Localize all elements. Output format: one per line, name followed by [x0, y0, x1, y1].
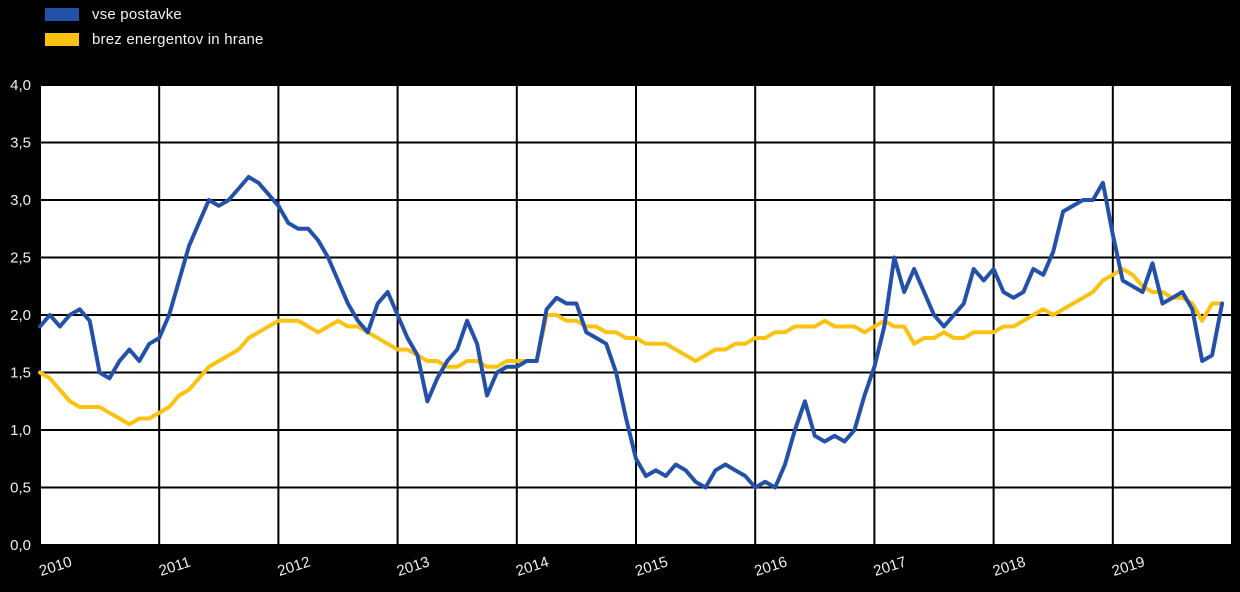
x-tick-label: 2015 — [633, 553, 670, 579]
gridlines — [39, 84, 1233, 546]
y-tick-label: 3,0 — [10, 192, 31, 209]
legend-swatch-brez-energentov — [45, 33, 79, 46]
x-tick-label: 2011 — [157, 554, 193, 580]
y-tick-label: 2,0 — [10, 307, 31, 324]
y-tick-label: 0,5 — [10, 480, 31, 497]
x-tick-label: 2018 — [991, 553, 1028, 579]
legend-item-brez-energentov: brez energentov in hrane — [45, 31, 264, 48]
chart-legend: vse postavke brez energentov in hrane — [45, 6, 264, 48]
y-tick-label: 1,5 — [10, 365, 31, 382]
legend-label-vse-postavke: vse postavke — [92, 6, 182, 23]
x-tick-label: 2016 — [752, 553, 789, 579]
y-axis-labels: 0,0 0,5 1,0 1,5 2,0 2,5 3,0 3,5 4,0 — [10, 77, 31, 554]
x-tick-label: 2013 — [395, 553, 432, 579]
series-line-vse-postavke — [38, 175, 1225, 490]
x-tick-label: 2019 — [1110, 553, 1147, 579]
y-tick-label: 0,0 — [10, 537, 31, 554]
x-tick-label: 2010 — [37, 553, 74, 579]
legend-swatch-vse-postavke — [45, 8, 79, 21]
y-tick-label: 2,5 — [10, 250, 31, 267]
y-tick-label: 4,0 — [10, 77, 31, 94]
x-tick-label: 2012 — [276, 553, 313, 579]
legend-label-brez-energentov: brez energentov in hrane — [92, 31, 264, 48]
x-tick-label: 2017 — [872, 553, 909, 579]
y-tick-label: 1,0 — [10, 422, 31, 439]
y-tick-label: 3,5 — [10, 135, 31, 152]
x-axis-labels: 2010 2011 2012 2013 2014 2015 2016 2017 2018 2019 — [37, 553, 1147, 579]
legend-item-vse-postavke: vse postavke — [45, 6, 264, 23]
x-tick-label: 2014 — [514, 553, 551, 579]
series-line-brez-energentov-in-hrane — [38, 267, 1225, 427]
